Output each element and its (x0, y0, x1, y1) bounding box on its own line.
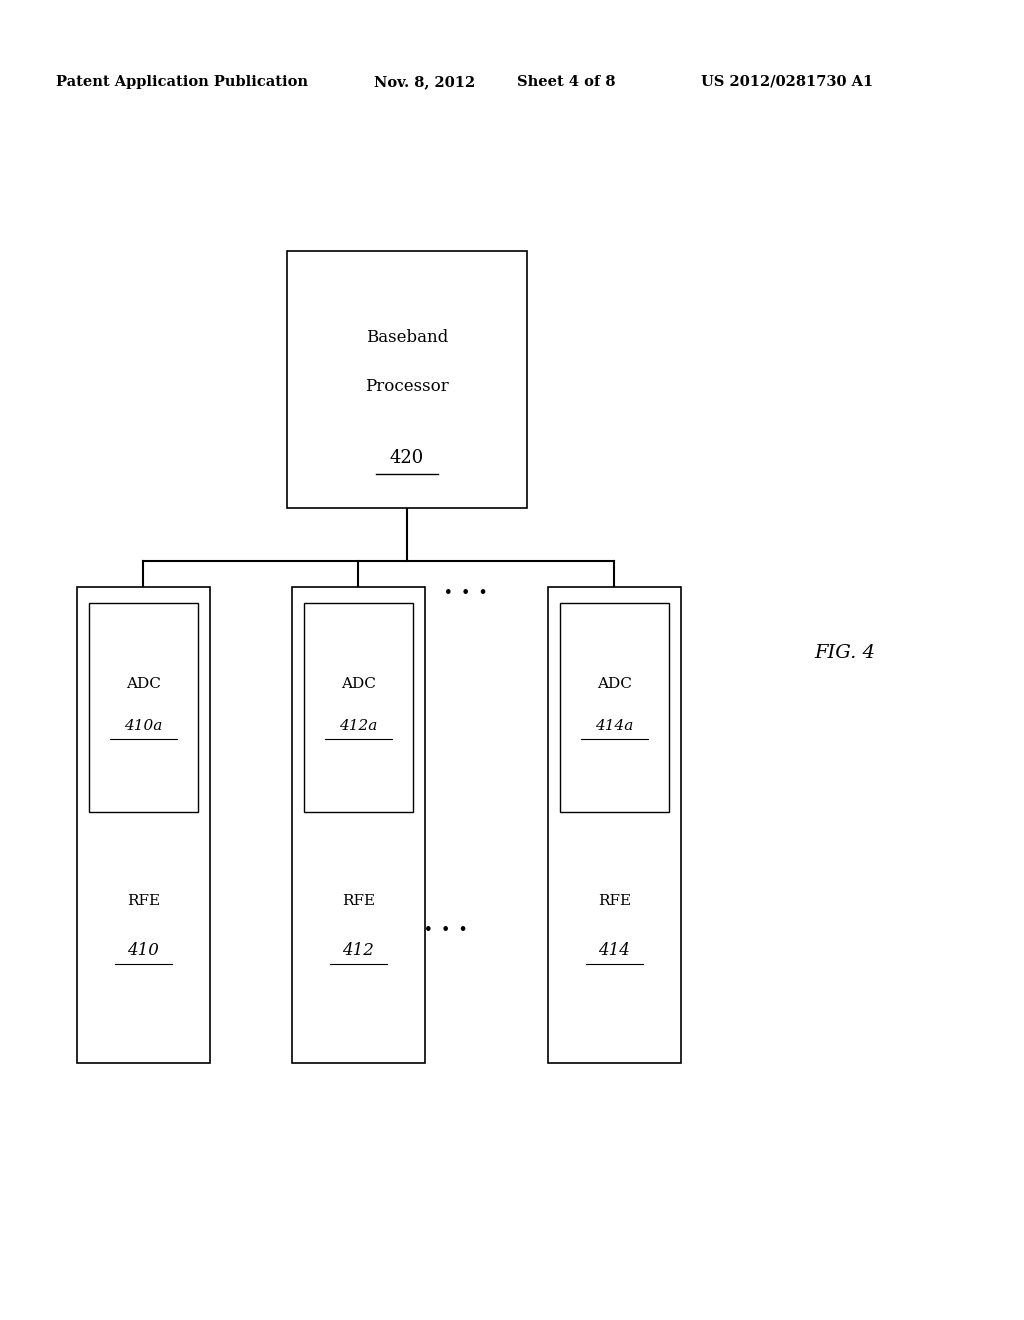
Text: ADC: ADC (126, 677, 161, 692)
Bar (548, 587, 681, 1063)
Bar (560, 603, 669, 812)
Bar (287, 251, 527, 508)
Text: ADC: ADC (597, 677, 632, 692)
Text: . . .: . . . (424, 912, 467, 936)
Bar (292, 587, 425, 1063)
Text: RFE: RFE (342, 894, 375, 908)
Text: ADC: ADC (341, 677, 376, 692)
Text: FIG. 4: FIG. 4 (814, 644, 876, 663)
Text: 414: 414 (598, 942, 631, 960)
Bar (89, 603, 198, 812)
Text: US 2012/0281730 A1: US 2012/0281730 A1 (701, 75, 873, 88)
Text: 412: 412 (342, 942, 375, 960)
Bar (77, 587, 210, 1063)
Text: 420: 420 (390, 449, 424, 467)
Text: 410a: 410a (124, 719, 163, 734)
Text: 414a: 414a (595, 719, 634, 734)
Text: Sheet 4 of 8: Sheet 4 of 8 (517, 75, 615, 88)
Text: Patent Application Publication: Patent Application Publication (56, 75, 308, 88)
Text: 410: 410 (127, 942, 160, 960)
Bar (304, 603, 413, 812)
Text: Processor: Processor (366, 378, 449, 395)
Text: . . .: . . . (444, 576, 487, 599)
Text: Baseband: Baseband (366, 329, 449, 346)
Text: RFE: RFE (127, 894, 160, 908)
Text: Nov. 8, 2012: Nov. 8, 2012 (374, 75, 475, 88)
Text: RFE: RFE (598, 894, 631, 908)
Text: 412a: 412a (339, 719, 378, 734)
